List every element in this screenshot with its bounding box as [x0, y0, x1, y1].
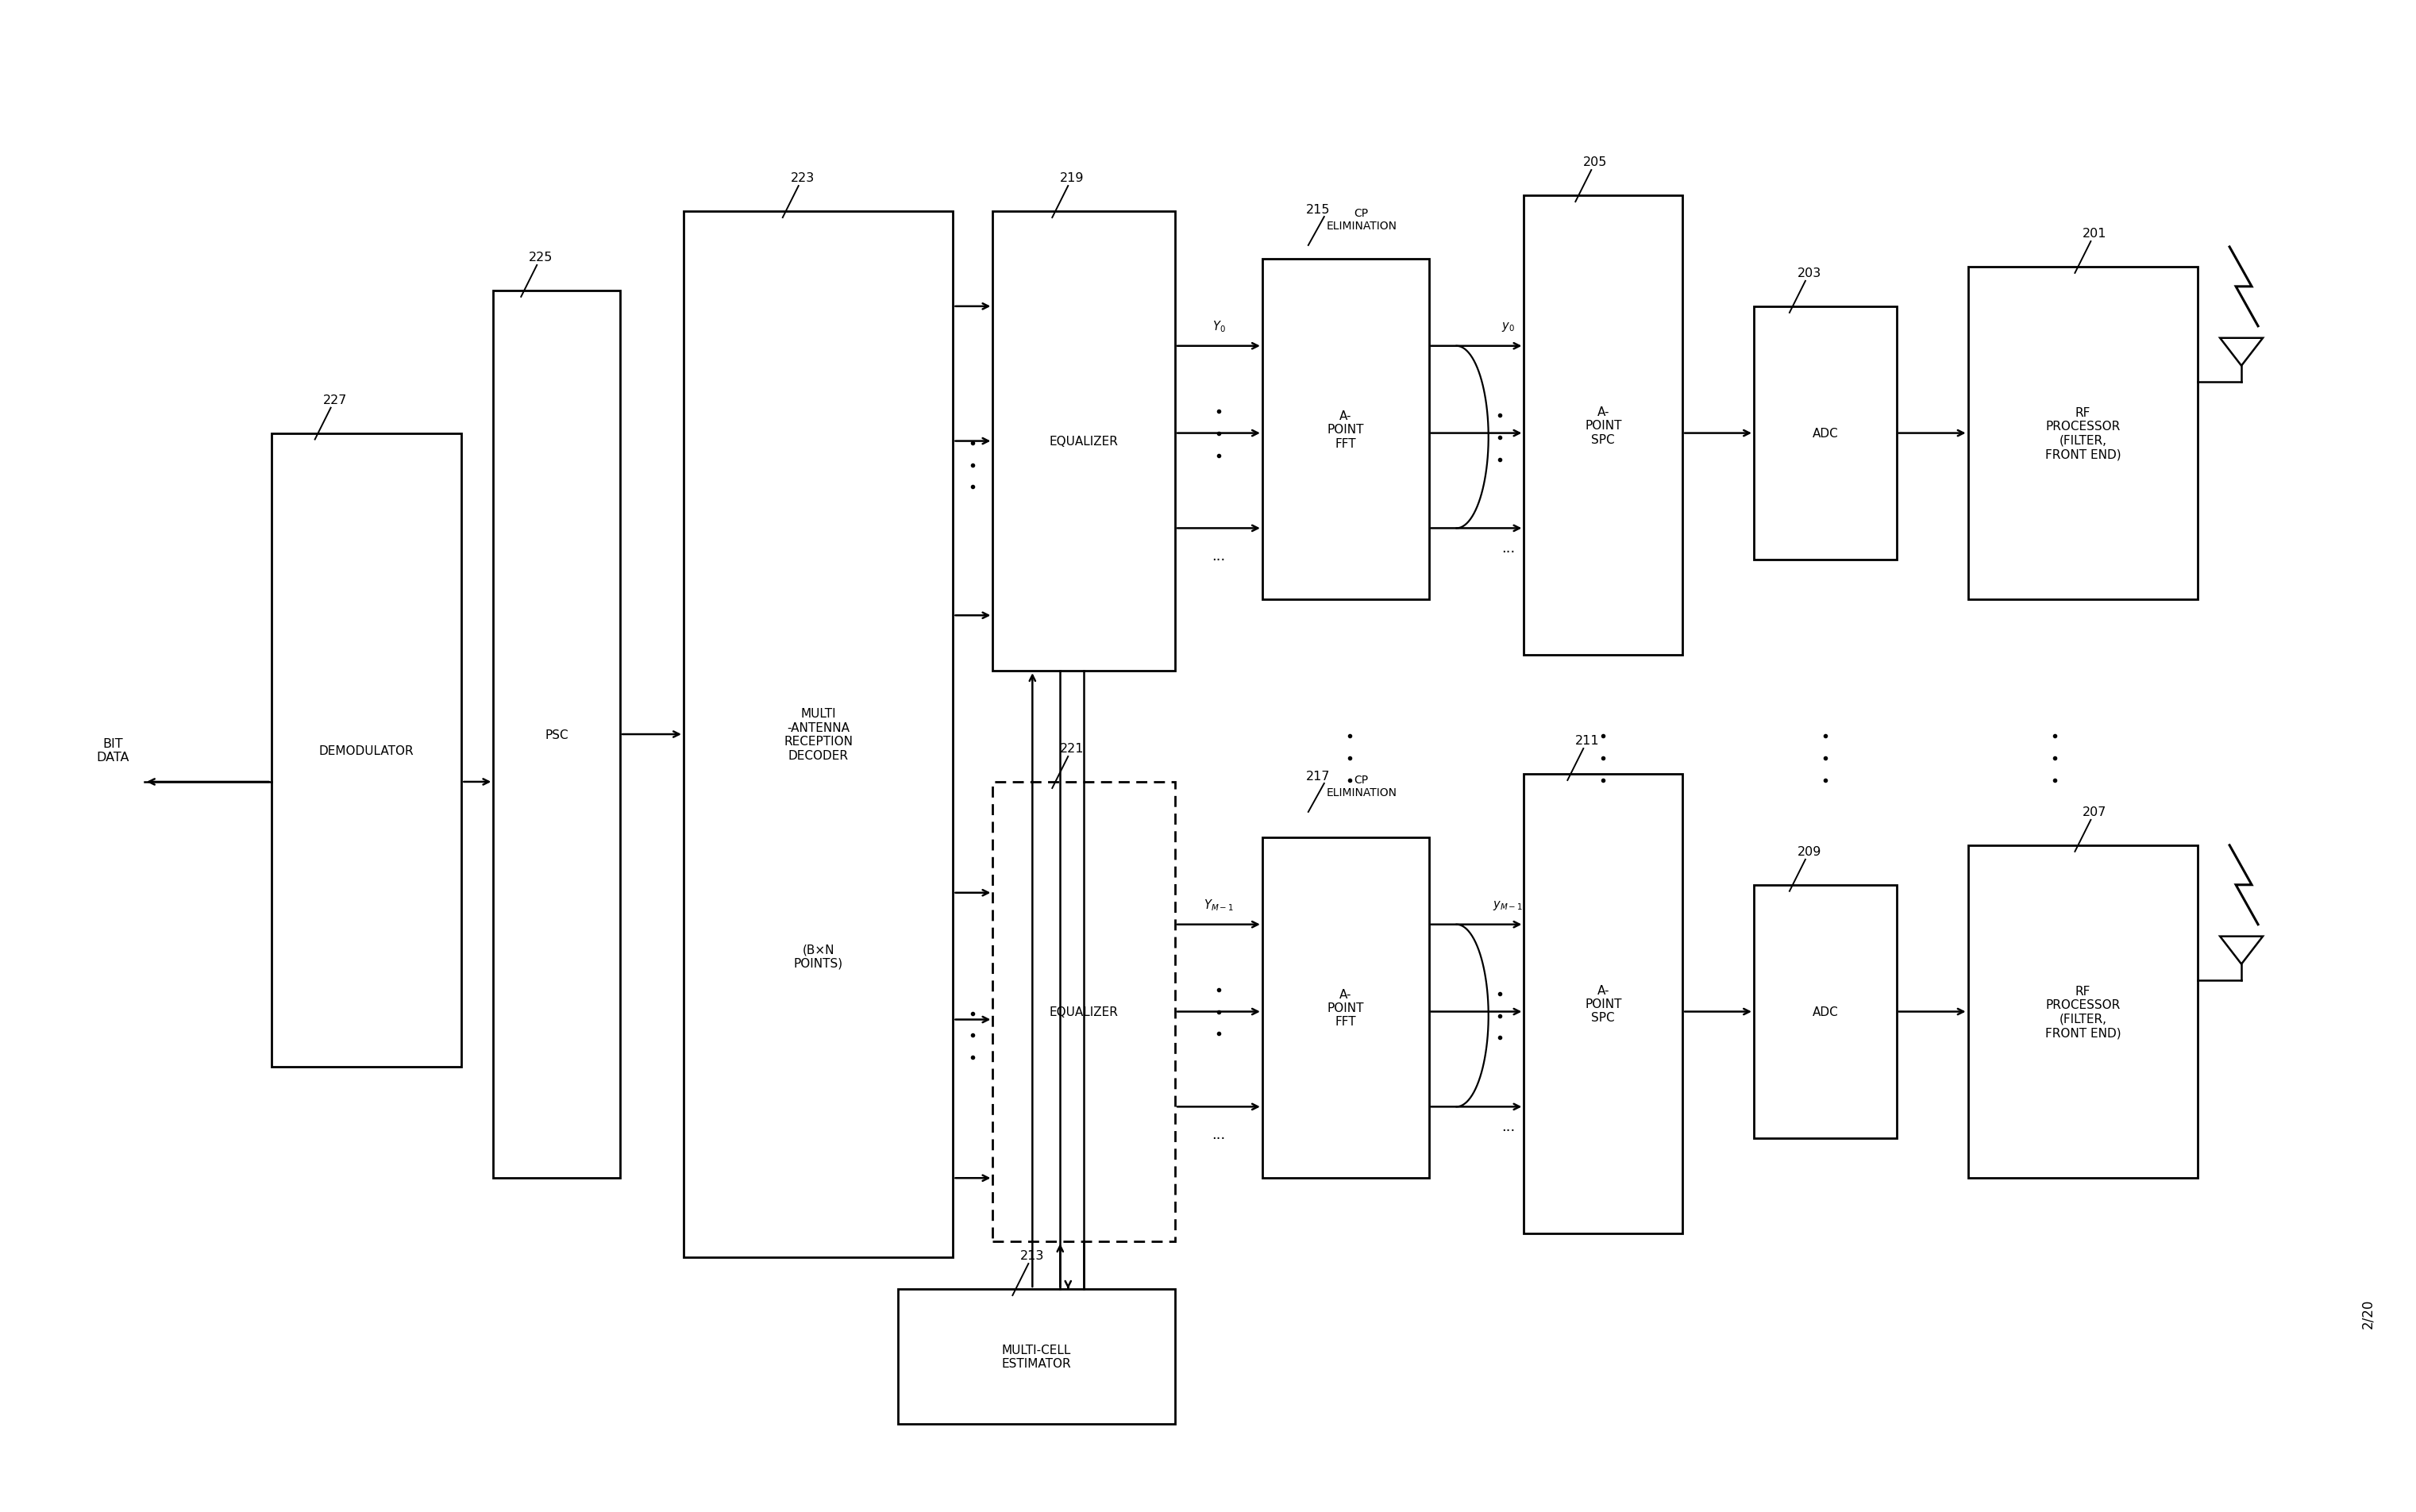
Text: 213: 213 [1020, 1249, 1044, 1261]
Text: 205: 205 [1582, 156, 1607, 168]
Bar [993, 782, 1174, 1241]
Bar [684, 212, 954, 1258]
Text: ADC: ADC [1812, 1005, 1839, 1018]
Text: 203: 203 [1798, 268, 1822, 280]
Text: 223: 223 [790, 172, 814, 184]
Bar [1524, 197, 1682, 655]
Text: 211: 211 [1575, 735, 1599, 747]
Text: CP
ELIMINATION: CP ELIMINATION [1326, 207, 1396, 231]
Text: ...: ... [1213, 1128, 1225, 1142]
Text: CP
ELIMINATION: CP ELIMINATION [1326, 774, 1396, 798]
Text: ADC: ADC [1812, 428, 1839, 440]
Text: RF
PROCESSOR
(FILTER,
FRONT END): RF PROCESSOR (FILTER, FRONT END) [2044, 407, 2121, 460]
Text: ...: ... [1500, 1119, 1515, 1134]
Bar [1969, 845, 2199, 1178]
Text: A-
POINT
SPC: A- POINT SPC [1585, 405, 1621, 446]
Text: EQUALIZER: EQUALIZER [1049, 435, 1119, 448]
Text: 201: 201 [2083, 228, 2107, 239]
Text: 2/20: 2/20 [2360, 1297, 2375, 1328]
Bar [493, 290, 621, 1178]
Bar [1969, 268, 2199, 600]
Bar [1754, 307, 1897, 561]
Bar [1524, 774, 1682, 1234]
Bar [993, 212, 1174, 671]
Text: 227: 227 [324, 395, 348, 405]
Text: DEMODULATOR: DEMODULATOR [319, 744, 413, 756]
Text: 209: 209 [1798, 845, 1822, 857]
Text: MULTI-CELL
ESTIMATOR: MULTI-CELL ESTIMATOR [1003, 1344, 1070, 1370]
Text: 217: 217 [1305, 770, 1329, 782]
Text: ...: ... [1500, 541, 1515, 555]
Text: A-
POINT
FFT: A- POINT FFT [1326, 410, 1365, 449]
Bar [899, 1290, 1174, 1424]
Text: EQUALIZER: EQUALIZER [1049, 1005, 1119, 1018]
Text: Y$_0$: Y$_0$ [1213, 319, 1225, 334]
Text: y$_0$: y$_0$ [1500, 321, 1515, 333]
Text: PSC: PSC [546, 729, 568, 741]
Text: 207: 207 [2083, 806, 2107, 818]
Text: RF
PROCESSOR
(FILTER,
FRONT END): RF PROCESSOR (FILTER, FRONT END) [2044, 986, 2121, 1039]
Text: MULTI
-ANTENNA
RECEPTION
DECODER: MULTI -ANTENNA RECEPTION DECODER [783, 708, 853, 761]
Text: 221: 221 [1061, 742, 1085, 754]
Text: BIT
DATA: BIT DATA [97, 738, 128, 764]
Text: A-
POINT
FFT: A- POINT FFT [1326, 989, 1365, 1028]
Text: y$_{M-1}$: y$_{M-1}$ [1493, 898, 1522, 912]
Text: 225: 225 [529, 251, 553, 263]
Bar [1261, 838, 1428, 1178]
Text: (B×N
POINTS): (B×N POINTS) [795, 943, 843, 969]
Text: Y$_{M-1}$: Y$_{M-1}$ [1203, 898, 1235, 912]
Text: 215: 215 [1305, 204, 1329, 216]
Text: A-
POINT
SPC: A- POINT SPC [1585, 984, 1621, 1024]
Bar [1261, 260, 1428, 600]
Bar [271, 434, 461, 1067]
Bar [1754, 885, 1897, 1139]
Text: 219: 219 [1061, 172, 1085, 184]
Text: ...: ... [1213, 549, 1225, 564]
